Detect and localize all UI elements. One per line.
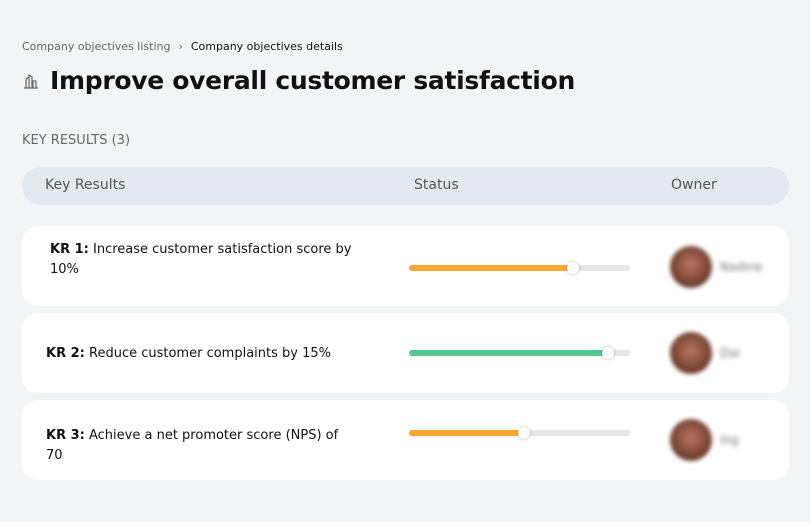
table-row[interactable]: KR 3: Achieve a net promoter score (NPS)… [22,400,789,480]
header-owner: Owner [671,177,717,193]
breadcrumb-link-listing[interactable]: Company objectives listing [22,40,171,53]
owner-name: Dai [720,346,740,360]
avatar [670,332,712,374]
table-row[interactable]: KR 2: Reduce customer complaints by 15% … [22,313,789,393]
page-header: Improve overall customer satisfaction [22,66,575,95]
progress-bar [409,427,630,439]
breadcrumb-separator: › [178,40,183,53]
avatar [670,246,712,288]
breadcrumb: Company objectives listing › Company obj… [22,40,343,53]
avatar [670,419,712,461]
header-status: Status [414,177,459,193]
breadcrumb-current: Company objectives details [190,40,343,53]
page-title: Improve overall customer satisfaction [50,66,575,95]
kr-text: KR 3: Achieve a net promoter score (NPS)… [46,428,339,463]
table-row[interactable]: KR 1: Increase customer satisfaction sco… [22,226,789,306]
owner-name: Ing [720,433,739,447]
progress-bar [409,262,630,274]
key-results-count: KEY RESULTS (3) [22,133,131,148]
progress-thumb [517,427,530,439]
header-key-results: Key Results [45,177,126,193]
kr-text: KR 1: Increase customer satisfaction sco… [50,242,352,277]
progress-thumb [566,262,579,274]
progress-thumb [601,347,614,359]
kr-text: KR 2: Reduce customer complaints by 15% [46,346,331,361]
progress-bar [409,347,630,359]
owner-name: Nadine [720,260,763,274]
buildings-icon [24,73,38,89]
table-header: Key Results Status Owner [22,167,789,205]
